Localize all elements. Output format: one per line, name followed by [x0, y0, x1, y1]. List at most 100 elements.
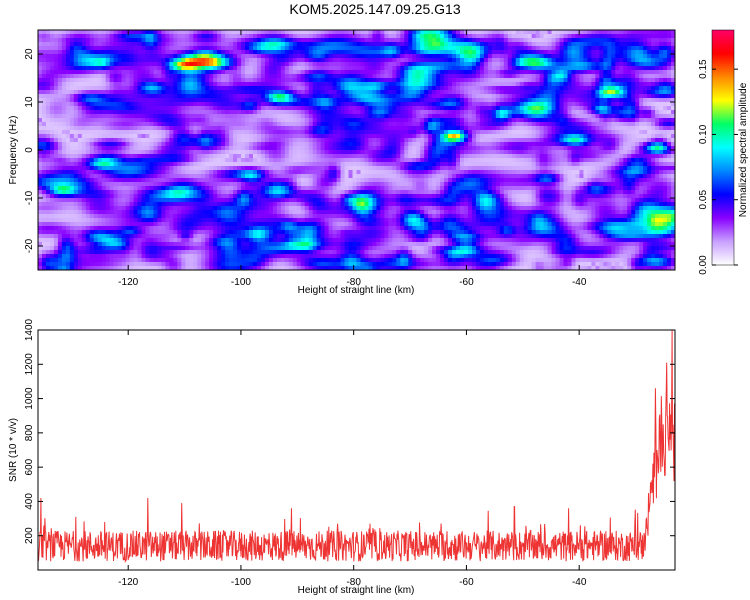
- heatmap-cell: [340, 94, 345, 99]
- heatmap-cell: [109, 62, 115, 67]
- heatmap-cell: [647, 74, 652, 79]
- heatmap-cell: [511, 42, 517, 47]
- heatmap-cell: [141, 146, 146, 151]
- heatmap-cell: [165, 58, 170, 63]
- heatmap-cell: [49, 126, 55, 131]
- heatmap-cell: [137, 98, 142, 103]
- heatmap-cell: [388, 110, 393, 115]
- heatmap-cell: [499, 130, 505, 135]
- heatmap-cell: [324, 86, 330, 91]
- heatmap-cell: [133, 106, 138, 111]
- heatmap-cell: [141, 78, 146, 83]
- heatmap-cell: [360, 130, 365, 135]
- heatmap-cell: [153, 58, 158, 63]
- heatmap-cell: [376, 146, 381, 151]
- heatmap-cell: [555, 110, 560, 115]
- heatmap-cell: [308, 42, 314, 47]
- heatmap-cell: [507, 150, 513, 155]
- heatmap-cell: [587, 118, 592, 123]
- heatmap-cell: [352, 42, 357, 47]
- heatmap-cell: [531, 86, 537, 91]
- heatmap-cell: [519, 146, 525, 151]
- heatmap-cell: [555, 126, 560, 131]
- heatmap-cell: [627, 126, 632, 131]
- heatmap-cell: [511, 50, 517, 55]
- heatmap-cell: [384, 58, 389, 63]
- heatmap-cell: [352, 146, 357, 151]
- heatmap-cell: [73, 102, 79, 107]
- heatmap-cell: [45, 50, 51, 55]
- heatmap-cell: [217, 102, 222, 107]
- heatmap-cell: [543, 54, 548, 59]
- heatmap-cell: [428, 54, 433, 59]
- heatmap-cell: [225, 74, 230, 79]
- heatmap-cell: [364, 142, 369, 147]
- heatmap-cell: [113, 94, 119, 99]
- heatmap-cell: [129, 122, 134, 127]
- heatmap-cell: [125, 42, 130, 47]
- heatmap-cell: [475, 38, 481, 43]
- heatmap-cell: [185, 66, 190, 71]
- heatmap-cell: [288, 126, 294, 131]
- heatmap-cell: [73, 94, 79, 99]
- heatmap-cell: [61, 50, 67, 55]
- heatmap-cell: [523, 138, 529, 143]
- heatmap-cell: [173, 42, 178, 47]
- heatmap-cell: [475, 30, 481, 35]
- heatmap-cell: [197, 102, 202, 107]
- heatmap-cell: [268, 106, 274, 111]
- heatmap-cell: [225, 110, 230, 115]
- heatmap-cell: [412, 38, 417, 43]
- heatmap-cell: [205, 110, 210, 115]
- heatmap-cell: [89, 146, 95, 151]
- heatmap-cell: [635, 54, 640, 59]
- heatmap-cell: [336, 90, 341, 95]
- heatmap-cell: [304, 38, 310, 43]
- heatmap-cell: [272, 126, 278, 131]
- heatmap-cell: [643, 30, 648, 35]
- heatmap-cell: [539, 46, 545, 51]
- heatmap-cell: [607, 82, 612, 87]
- heatmap-cell: [384, 114, 389, 119]
- heatmap-cell: [507, 90, 513, 95]
- heatmap-cell: [241, 34, 246, 39]
- heatmap-cell: [197, 42, 202, 47]
- heatmap-cell: [241, 74, 246, 79]
- heatmap-cell: [264, 102, 270, 107]
- heatmap-cell: [173, 90, 178, 95]
- heatmap-cell: [189, 74, 194, 79]
- heatmap-cell: [420, 114, 425, 119]
- heatmap-cell: [611, 74, 616, 79]
- heatmap-cell: [507, 58, 513, 63]
- heatmap-cell: [185, 38, 190, 43]
- heatmap-cell: [392, 138, 397, 143]
- heatmap-cell: [169, 106, 174, 111]
- heatmap-cell: [300, 102, 306, 107]
- heatmap-cell: [185, 86, 190, 91]
- heatmap-cell: [49, 90, 55, 95]
- heatmap-cell: [256, 118, 262, 123]
- heatmap-cell: [65, 42, 71, 47]
- heatmap-cell: [448, 86, 453, 91]
- heatmap-cell: [499, 46, 505, 51]
- heatmap-cell: [503, 54, 509, 59]
- heatmap-cell: [149, 78, 154, 83]
- heatmap-cell: [165, 34, 170, 39]
- heatmap-cell: [229, 102, 234, 107]
- heatmap-cell: [479, 106, 485, 111]
- heatmap-cell: [260, 146, 266, 151]
- heatmap-cell: [368, 50, 373, 55]
- heatmap-cell: [113, 74, 119, 79]
- heatmap-cell: [547, 110, 552, 115]
- heatmap-cell: [523, 86, 529, 91]
- heatmap-cell: [579, 118, 584, 123]
- heatmap-cell: [575, 58, 580, 63]
- heatmap-cell: [471, 42, 477, 47]
- heatmap-cell: [328, 62, 334, 67]
- heatmap-cell: [161, 54, 166, 59]
- heatmap-cell: [571, 142, 576, 147]
- heatmap-cell: [181, 78, 186, 83]
- heatmap-cell: [328, 102, 334, 107]
- heatmap-cell: [396, 98, 401, 103]
- heatmap-cell: [555, 130, 560, 135]
